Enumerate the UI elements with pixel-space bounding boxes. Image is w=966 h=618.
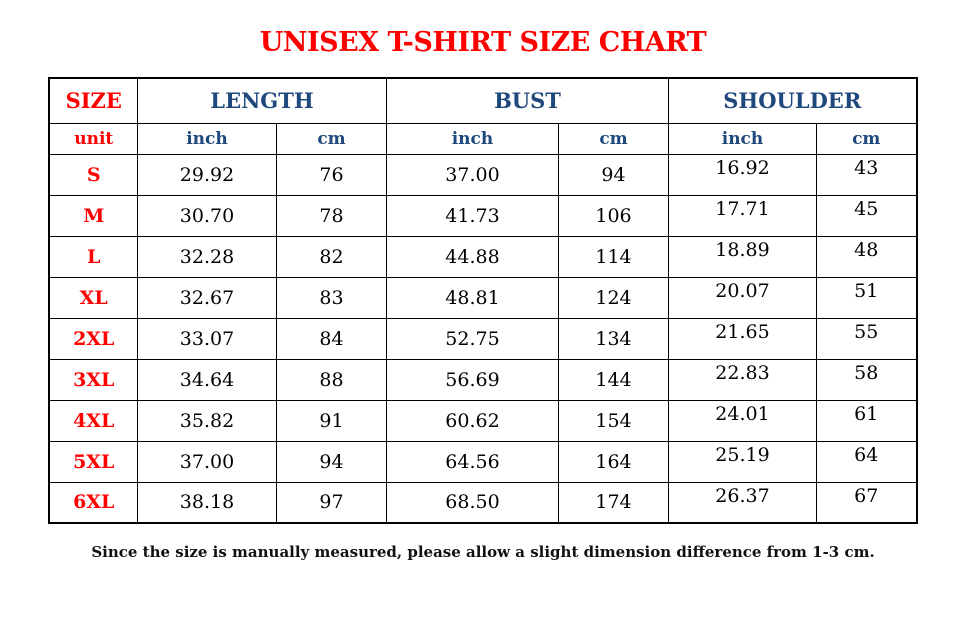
table-row-6xl: 6XL 38.18 97 68.50 174 26.37 67	[48, 481, 917, 524]
length-inch-cell: 29.92	[136, 153, 277, 196]
unit-header-row: unit inch cm inch cm inch cm	[48, 122, 917, 155]
size-chart-table: SIZE LENGTH BUST SHOULDER unit inch cm i…	[48, 77, 918, 524]
bust-cm-cell: 144	[557, 358, 670, 401]
shoulder-cm-cell: 45	[816, 194, 917, 237]
column-group-shoulder: SHOULDER	[668, 77, 917, 124]
length-cm-cell: 76	[275, 153, 387, 196]
length-inch-cell: 32.28	[136, 235, 277, 278]
page-title: UNISEX T-SHIRT SIZE CHART	[259, 27, 707, 58]
length-inch-cell: 37.00	[136, 440, 277, 483]
shoulder-inch-cell: 26.37	[668, 481, 817, 524]
shoulder-inch-cell: 25.19	[668, 440, 817, 483]
unit-label: unit	[48, 122, 138, 155]
shoulder-cm-cell: 64	[816, 440, 917, 483]
unit-bust-cm: cm	[557, 122, 670, 155]
size-cell: L	[48, 235, 138, 278]
size-cell: 4XL	[48, 399, 138, 442]
length-inch-cell: 35.82	[136, 399, 277, 442]
length-cm-cell: 83	[275, 276, 387, 319]
bust-cm-cell: 114	[557, 235, 670, 278]
shoulder-inch-cell: 17.71	[668, 194, 817, 237]
bust-inch-cell: 37.00	[385, 153, 559, 196]
size-cell: M	[48, 194, 138, 237]
table-row-2xl: 2XL 33.07 84 52.75 134 21.65 55	[48, 317, 917, 360]
table-row-5xl: 5XL 37.00 94 64.56 164 25.19 64	[48, 440, 917, 483]
size-cell: 2XL	[48, 317, 138, 360]
unit-length-inch: inch	[136, 122, 277, 155]
bust-inch-cell: 44.88	[385, 235, 559, 278]
unit-shoulder-inch: inch	[668, 122, 817, 155]
column-group-bust: BUST	[385, 77, 670, 124]
shoulder-cm-cell: 67	[816, 481, 917, 524]
bust-cm-cell: 154	[557, 399, 670, 442]
bust-cm-cell: 124	[557, 276, 670, 319]
size-cell: S	[48, 153, 138, 196]
shoulder-inch-cell: 24.01	[668, 399, 817, 442]
bust-cm-cell: 106	[557, 194, 670, 237]
length-cm-cell: 84	[275, 317, 387, 360]
group-header-row: SIZE LENGTH BUST SHOULDER	[48, 77, 917, 124]
measurement-disclaimer: Since the size is manually measured, ple…	[91, 543, 875, 561]
table-row-l: L 32.28 82 44.88 114 18.89 48	[48, 235, 917, 278]
shoulder-cm-cell: 61	[816, 399, 917, 442]
table-row-m: M 30.70 78 41.73 106 17.71 45	[48, 194, 917, 237]
length-inch-cell: 32.67	[136, 276, 277, 319]
bust-cm-cell: 174	[557, 481, 670, 524]
shoulder-inch-cell: 22.83	[668, 358, 817, 401]
unit-length-cm: cm	[275, 122, 387, 155]
column-group-length: LENGTH	[136, 77, 387, 124]
shoulder-inch-cell: 16.92	[668, 153, 817, 196]
length-inch-cell: 34.64	[136, 358, 277, 401]
size-cell: 3XL	[48, 358, 138, 401]
column-group-size: SIZE	[48, 77, 138, 124]
bust-inch-cell: 56.69	[385, 358, 559, 401]
length-inch-cell: 38.18	[136, 481, 277, 524]
shoulder-cm-cell: 58	[816, 358, 917, 401]
size-cell: XL	[48, 276, 138, 319]
bust-inch-cell: 68.50	[385, 481, 559, 524]
bust-inch-cell: 60.62	[385, 399, 559, 442]
length-inch-cell: 33.07	[136, 317, 277, 360]
length-cm-cell: 88	[275, 358, 387, 401]
unit-bust-inch: inch	[385, 122, 559, 155]
length-cm-cell: 94	[275, 440, 387, 483]
bust-inch-cell: 64.56	[385, 440, 559, 483]
size-cell: 6XL	[48, 481, 138, 524]
shoulder-inch-cell: 18.89	[668, 235, 817, 278]
bust-inch-cell: 52.75	[385, 317, 559, 360]
size-cell: 5XL	[48, 440, 138, 483]
table-row-xl: XL 32.67 83 48.81 124 20.07 51	[48, 276, 917, 319]
shoulder-inch-cell: 20.07	[668, 276, 817, 319]
length-inch-cell: 30.70	[136, 194, 277, 237]
bust-inch-cell: 48.81	[385, 276, 559, 319]
length-cm-cell: 78	[275, 194, 387, 237]
bust-inch-cell: 41.73	[385, 194, 559, 237]
shoulder-cm-cell: 43	[816, 153, 917, 196]
bust-cm-cell: 164	[557, 440, 670, 483]
bust-cm-cell: 94	[557, 153, 670, 196]
shoulder-cm-cell: 51	[816, 276, 917, 319]
table-row-s: S 29.92 76 37.00 94 16.92 43	[48, 153, 917, 196]
table-row-3xl: 3XL 34.64 88 56.69 144 22.83 58	[48, 358, 917, 401]
table-row-4xl: 4XL 35.82 91 60.62 154 24.01 61	[48, 399, 917, 442]
unit-shoulder-cm: cm	[816, 122, 917, 155]
length-cm-cell: 97	[275, 481, 387, 524]
shoulder-cm-cell: 48	[816, 235, 917, 278]
bust-cm-cell: 134	[557, 317, 670, 360]
length-cm-cell: 91	[275, 399, 387, 442]
length-cm-cell: 82	[275, 235, 387, 278]
shoulder-inch-cell: 21.65	[668, 317, 817, 360]
shoulder-cm-cell: 55	[816, 317, 917, 360]
